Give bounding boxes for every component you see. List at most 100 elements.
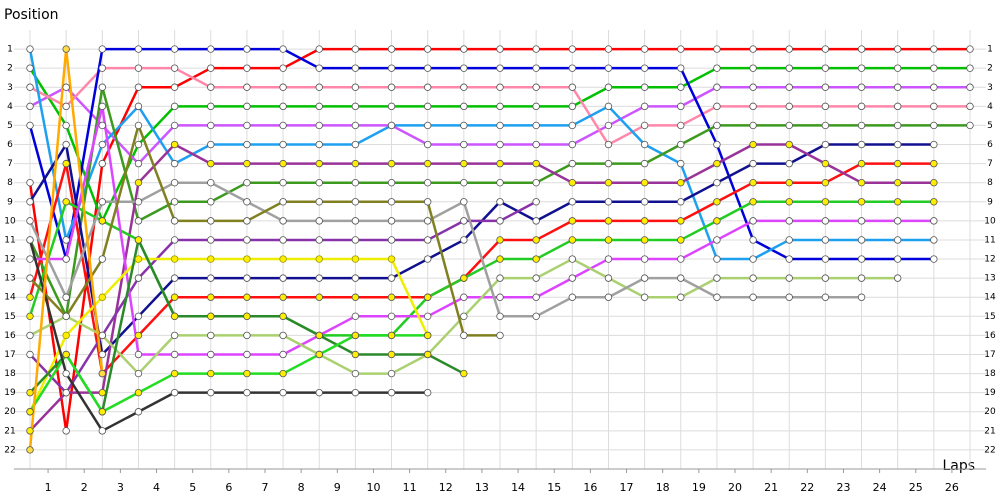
y-tick-label: 16: [4, 331, 16, 341]
y-tick-label: 12: [984, 255, 995, 265]
point: [496, 140, 504, 149]
point: [207, 331, 215, 340]
point: [62, 388, 70, 397]
point: [677, 64, 685, 72]
x-tick-label: 2: [81, 481, 88, 494]
point: [677, 217, 685, 225]
point: [460, 312, 468, 321]
point: [134, 274, 143, 282]
y-tick-label: 20: [984, 407, 996, 417]
point: [857, 293, 866, 301]
y-tick-label: 20: [4, 407, 16, 417]
point: [857, 198, 866, 206]
point: [279, 217, 287, 225]
point: [640, 140, 649, 149]
point: [930, 45, 938, 53]
point: [749, 178, 757, 187]
point: [207, 293, 215, 301]
point: [785, 178, 793, 187]
point: [351, 159, 360, 168]
point: [568, 102, 577, 111]
point: [279, 140, 287, 149]
point: [62, 159, 70, 168]
point: [749, 236, 757, 244]
point: [568, 178, 577, 187]
y-tick-label: 9: [7, 197, 13, 207]
point: [930, 217, 938, 225]
point: [821, 83, 830, 91]
x-tick-label: 18: [656, 481, 670, 494]
point: [170, 236, 179, 244]
point: [749, 274, 757, 282]
point: [387, 83, 396, 91]
point: [26, 102, 34, 111]
point: [532, 121, 540, 130]
point: [713, 274, 721, 282]
point: [821, 198, 830, 206]
point: [279, 83, 287, 91]
point: [207, 274, 215, 282]
point: [857, 121, 866, 130]
point: [893, 102, 902, 111]
point: [387, 293, 396, 301]
point: [640, 45, 649, 53]
point: [821, 178, 830, 187]
point: [98, 83, 107, 91]
point: [857, 217, 866, 225]
point: [423, 255, 432, 263]
point: [26, 388, 34, 397]
point: [713, 178, 721, 187]
point: [604, 274, 613, 282]
point: [351, 312, 360, 321]
point: [134, 408, 143, 416]
point: [315, 178, 323, 187]
point: [460, 83, 468, 91]
point: [62, 83, 70, 91]
point: [568, 236, 577, 244]
point: [460, 178, 468, 187]
point: [532, 140, 540, 149]
point: [315, 64, 323, 72]
point: [315, 45, 323, 53]
point: [893, 236, 902, 244]
point: [966, 83, 974, 91]
point: [207, 102, 215, 111]
point: [930, 159, 938, 168]
point: [170, 369, 179, 378]
point: [243, 102, 251, 111]
point: [26, 446, 34, 454]
x-tick-label: 5: [189, 481, 196, 494]
point: [26, 293, 34, 301]
point: [893, 198, 902, 206]
point: [98, 159, 107, 168]
point: [857, 83, 866, 91]
point: [170, 293, 179, 301]
x-tick-label: 6: [225, 481, 232, 494]
y-tick-label: 7: [7, 159, 13, 169]
point: [749, 255, 757, 263]
y-tick-label: 15: [4, 312, 15, 322]
point: [243, 255, 251, 263]
x-tick-label: 22: [800, 481, 814, 494]
y-tick-label: 13: [4, 274, 15, 284]
point: [460, 274, 468, 282]
point: [460, 121, 468, 130]
point: [279, 159, 287, 168]
point: [207, 198, 215, 206]
point: [279, 388, 287, 397]
point: [749, 121, 757, 130]
point: [423, 45, 432, 53]
x-tick-label: 1: [45, 481, 52, 494]
point: [207, 369, 215, 378]
y-tick-label: 17: [4, 350, 15, 360]
x-tick-label: 20: [728, 481, 742, 494]
point: [677, 159, 685, 168]
point: [496, 236, 504, 244]
point: [26, 83, 34, 91]
point: [749, 198, 757, 206]
point: [677, 121, 685, 130]
point: [496, 102, 504, 111]
point: [62, 45, 70, 53]
y-tick-label: 9: [987, 197, 993, 207]
